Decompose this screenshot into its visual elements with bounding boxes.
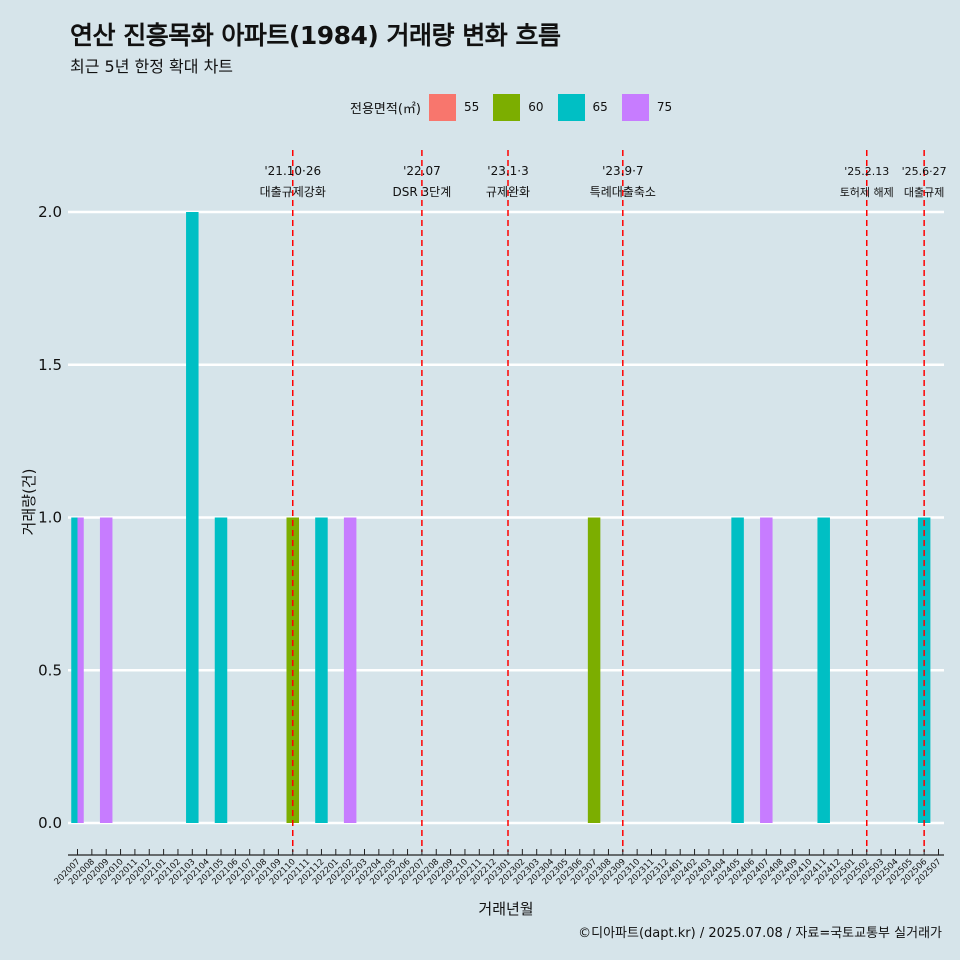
legend-item-65: 65 bbox=[557, 93, 608, 121]
event-date-label: '21.10·26 bbox=[264, 164, 321, 178]
event-text-label: 특례대출축소 bbox=[590, 185, 656, 199]
event-text-label: 대출규제강화 bbox=[260, 185, 326, 199]
legend-item-55: 55 bbox=[428, 93, 480, 121]
event-date-label: '22.07 bbox=[403, 164, 441, 178]
bar-65-202112 bbox=[315, 517, 328, 823]
y-tick-label: 0.5 bbox=[38, 661, 62, 679]
legend-item-60: 60 bbox=[493, 93, 544, 121]
event-date-label: '25.2.13 bbox=[844, 165, 889, 178]
legend-key-75 bbox=[621, 93, 649, 121]
bar-65-202007 bbox=[71, 517, 78, 823]
legend-item-75: 75 bbox=[621, 93, 673, 121]
source-caption: ©디아파트(dapt.kr) / 2025.07.08 / 자료=국토교통부 실… bbox=[578, 926, 942, 941]
y-tick-label: 0.0 bbox=[38, 814, 62, 832]
event-date-label: '23.9·7 bbox=[602, 164, 643, 178]
bar-75-202407 bbox=[760, 517, 773, 823]
event-date-label: '25.6·27 bbox=[902, 165, 947, 178]
event-text-label: 대출규제 bbox=[904, 186, 944, 199]
legend-key-65 bbox=[557, 93, 585, 121]
y-axis-title: 거래량(건) bbox=[20, 469, 38, 536]
legend-label-65: 65 bbox=[592, 100, 608, 114]
chart-subtitle: 최근 5년 한정 확대 차트 bbox=[70, 57, 234, 76]
legend-label-55: 55 bbox=[463, 100, 480, 114]
event-text-label: 규제완화 bbox=[486, 185, 530, 199]
chart-title: 연산 진흥목화 아파트(1984) 거래량 변화 흐름 bbox=[70, 21, 561, 50]
bar-65-202105 bbox=[214, 517, 228, 823]
event-text-label: DSR 3단계 bbox=[393, 185, 452, 199]
y-tick-label: 1.5 bbox=[38, 356, 62, 374]
bar-65-202103 bbox=[186, 212, 199, 823]
event-text-label: 토허제 해제 bbox=[840, 185, 894, 199]
legend-key-60 bbox=[493, 93, 521, 121]
y-tick-label: 2.0 bbox=[38, 203, 62, 221]
x-axis-title: 거래년월 bbox=[478, 900, 533, 918]
legend: 전용면적(㎡) 55 60 65 75 bbox=[350, 93, 686, 121]
bar-75-202007 bbox=[77, 517, 84, 823]
legend-title: 전용면적(㎡) bbox=[350, 101, 421, 117]
bar-75-202009 bbox=[99, 517, 113, 823]
bar-65-202405 bbox=[731, 517, 744, 823]
legend-label-75: 75 bbox=[656, 100, 673, 114]
y-tick-label: 1.0 bbox=[38, 509, 62, 527]
bar-65-202411 bbox=[817, 517, 830, 823]
bar-60-202307 bbox=[587, 517, 601, 823]
event-date-label: '23.1·3 bbox=[487, 164, 528, 178]
bar-75-202202 bbox=[343, 517, 357, 823]
legend-key-55 bbox=[428, 93, 456, 121]
legend-label-60: 60 bbox=[528, 100, 544, 114]
